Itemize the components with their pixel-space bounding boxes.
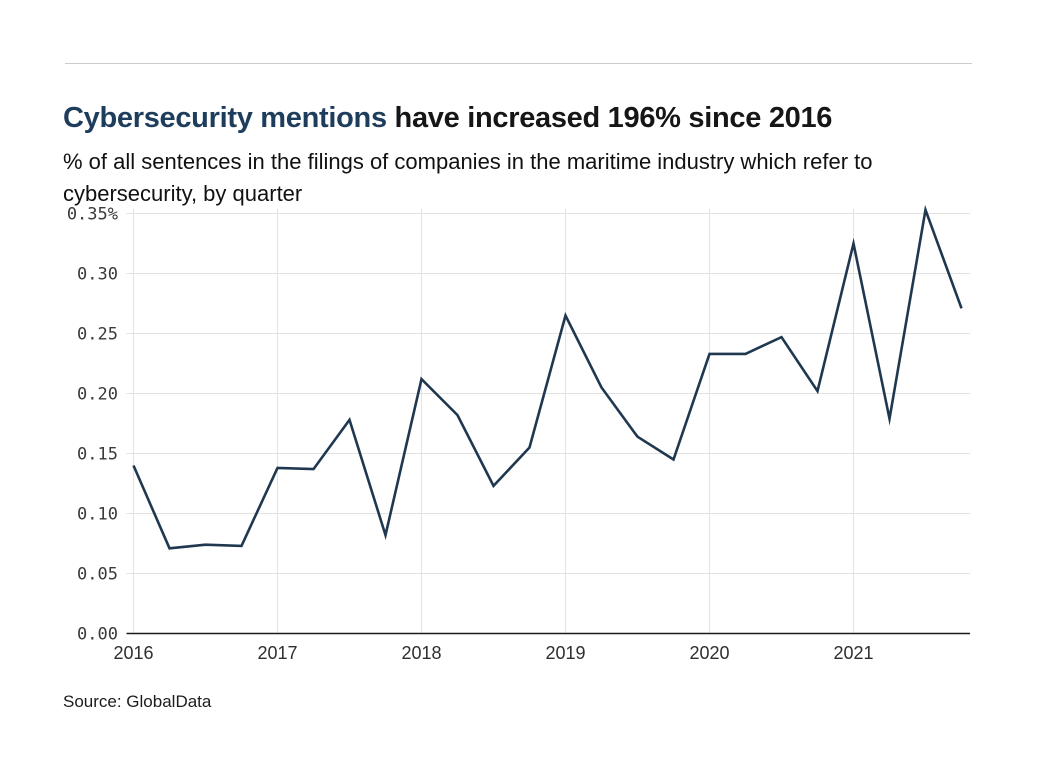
y-tick-label: 0.15 <box>77 445 118 465</box>
y-tick-label: 0.35% <box>67 205 118 225</box>
x-tick-label: 2020 <box>689 643 729 663</box>
y-tick-label: 0.00 <box>77 625 118 645</box>
trend-line <box>132 204 963 550</box>
chart-area: 0.00 0.05 0.10 0.15 0.20 0.25 0.30 0.35% 2016 201… <box>0 195 1038 670</box>
x-tick-label: 2017 <box>257 643 297 663</box>
y-tick-label: 0.10 <box>77 505 118 525</box>
page-subtitle: % of all sentences in the filings of com… <box>63 149 873 206</box>
page-title-rest: have increased 196% since 2016 <box>386 102 833 135</box>
trend-line-chart: 0.00 0.05 0.10 0.15 0.20 0.25 0.30 0.35% 2016 201… <box>67 204 970 663</box>
x-tick-label: 2021 <box>833 643 873 663</box>
source-attribution: Source: GlobalData <box>63 692 212 711</box>
top-divider <box>65 63 972 64</box>
x-tick-label: 2019 <box>545 643 585 663</box>
y-tick-label: 0.20 <box>77 385 118 405</box>
y-tick-label: 0.05 <box>77 565 118 585</box>
y-tick-label: 0.25 <box>77 325 118 345</box>
y-tick-label: 0.30 <box>77 265 118 285</box>
page-title: Cybersecurity mentions have increased 19… <box>63 102 832 135</box>
x-tick-label: 2018 <box>401 643 441 663</box>
page-title-highlight: Cybersecurity mentions <box>63 102 387 135</box>
x-tick-label: 2016 <box>113 643 153 663</box>
